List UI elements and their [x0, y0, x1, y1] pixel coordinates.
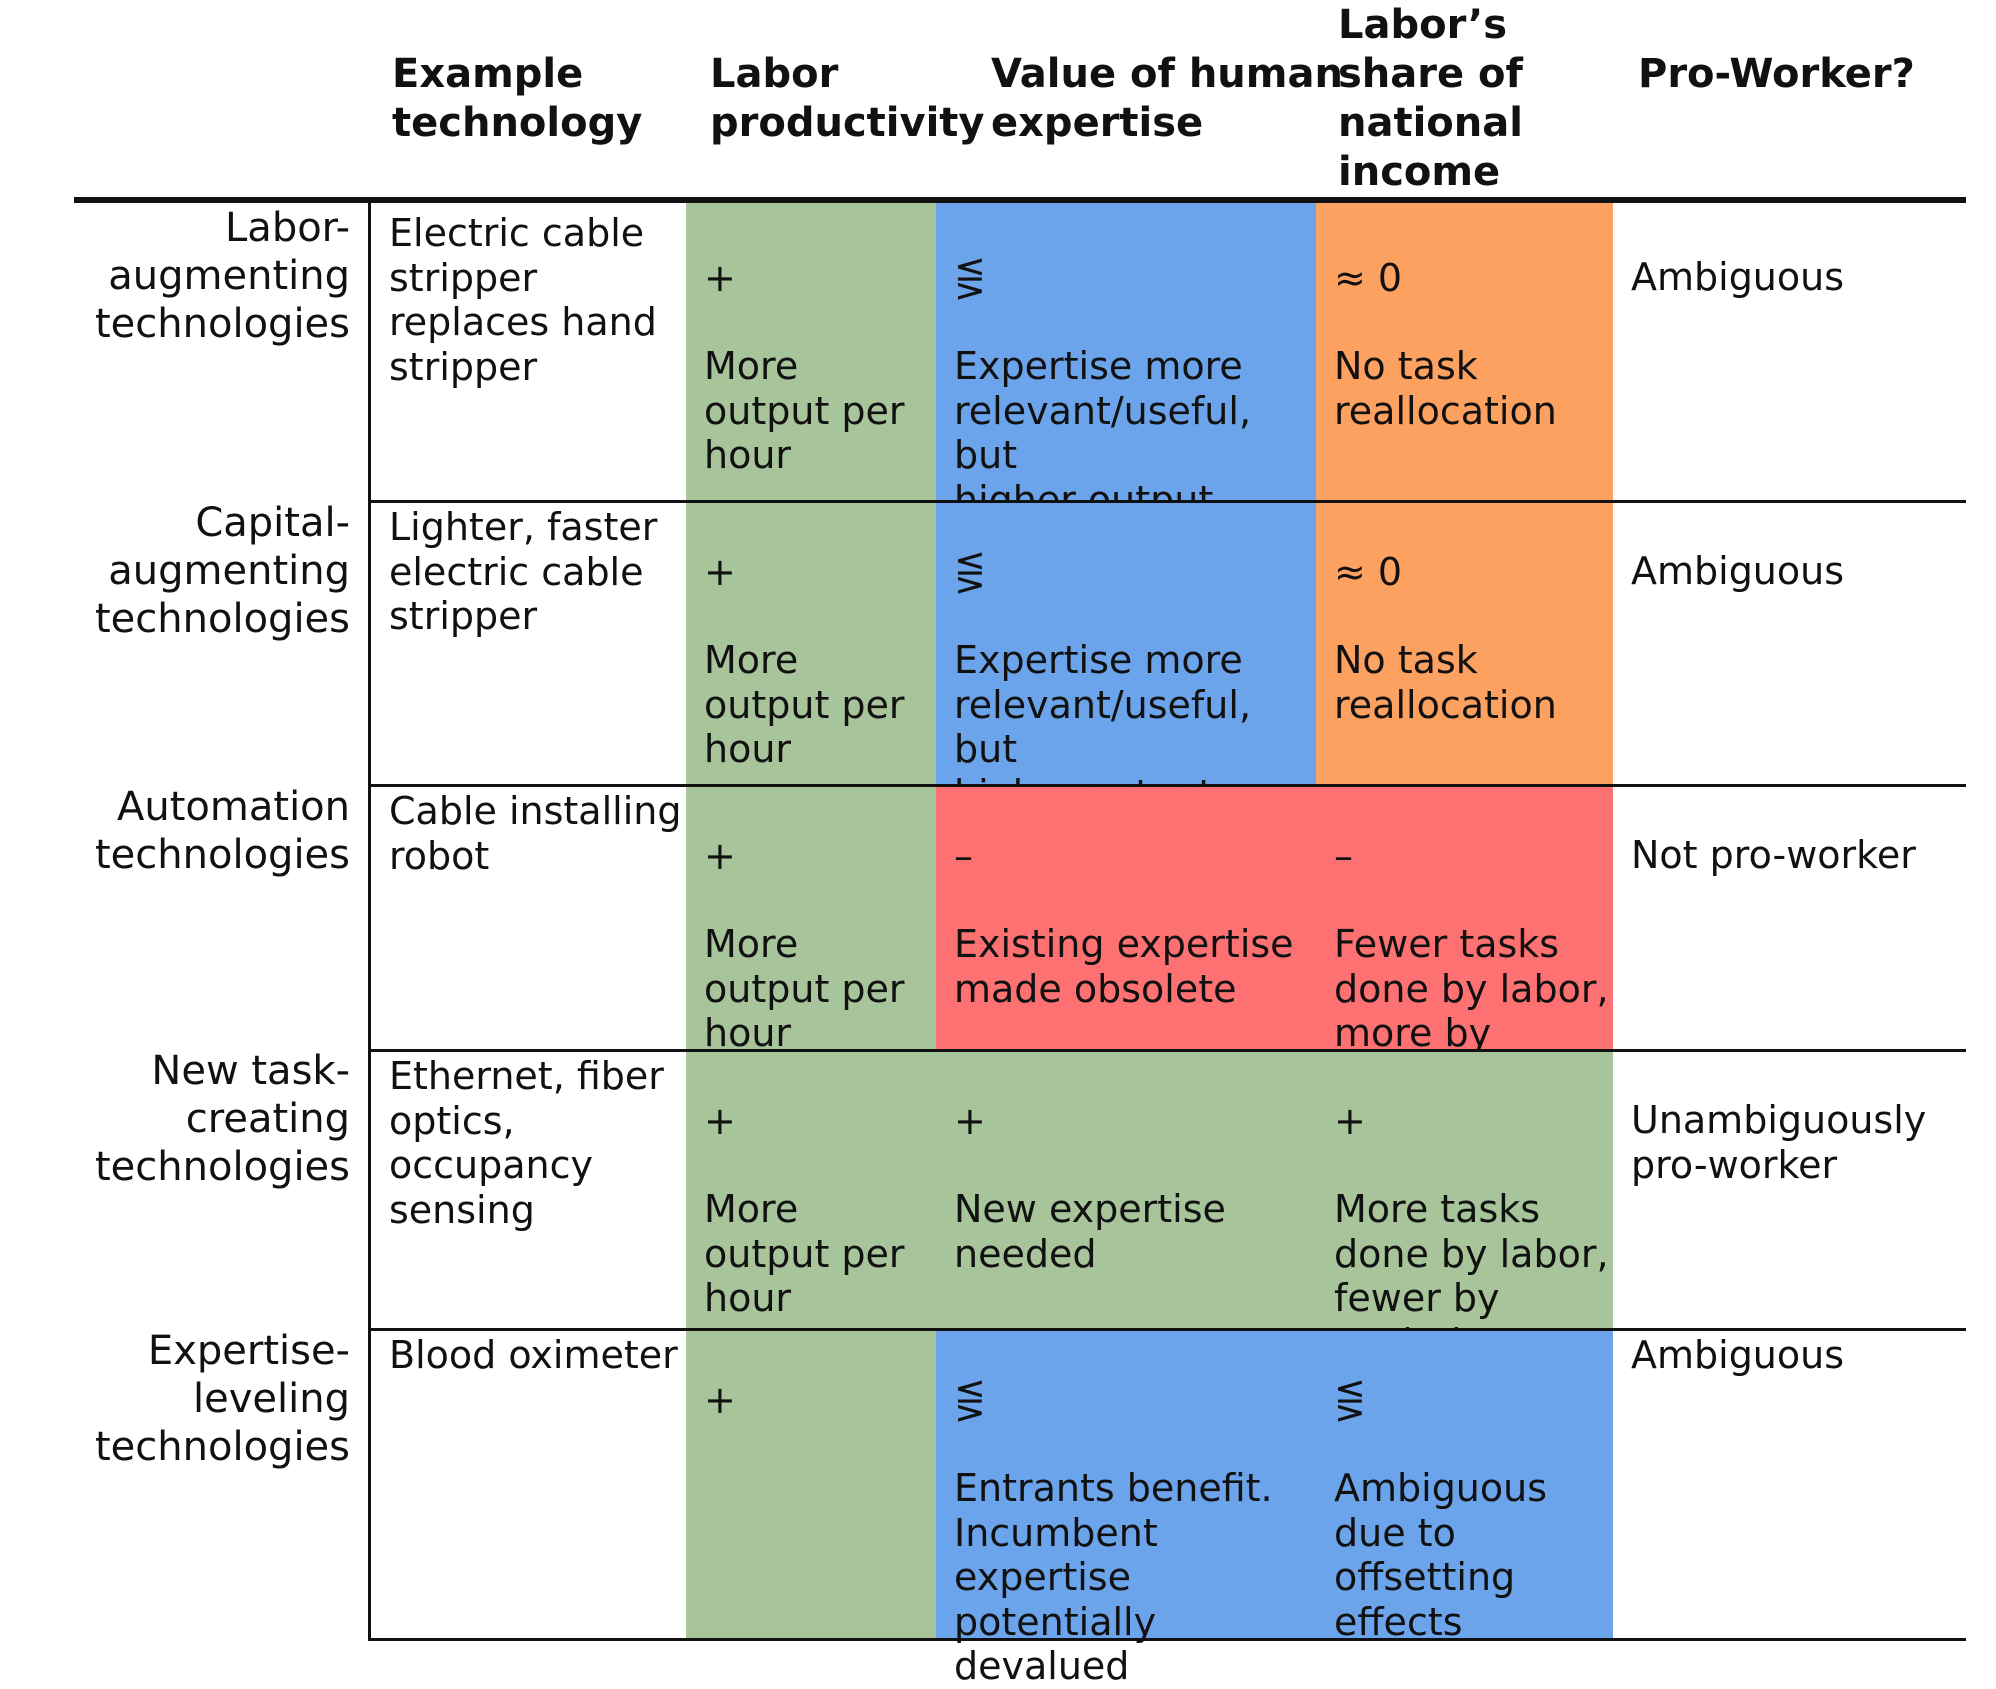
cell-example-technology: Ethernet, fiber optics, occupancy sensin… [389, 1054, 664, 1232]
row-divider [368, 1049, 1966, 1052]
cell-pro-worker: Unambiguously pro-worker [1631, 1098, 1927, 1187]
header-example-technology: Example technology [392, 51, 643, 146]
cell-labor-productivity: + More output per hour [686, 1052, 936, 1328]
effect-symbol: + [704, 549, 736, 594]
effect-description: No task reallocation [1334, 344, 1557, 433]
table-bottom-rule [368, 1638, 1966, 1641]
effect-symbol: ⋚ [954, 255, 986, 300]
header-value-of-human-expertise: Value of human expertise [991, 51, 1343, 146]
cell-labor-productivity: + More output per hour [686, 503, 936, 784]
cell-labor-share: ⋚ Ambiguous due to offsetting effects [1316, 1331, 1613, 1644]
row-divider [368, 500, 1966, 503]
cell-value-of-expertise: ⋚ Expertise more relevant/useful, but hi… [936, 203, 1316, 611]
effect-description: More output per hour [704, 638, 905, 771]
effect-description: New expertise needed [954, 1187, 1226, 1276]
effect-symbol: ⋚ [954, 1377, 986, 1422]
effect-symbol: ⋚ [954, 549, 986, 594]
cell-pro-worker: Ambiguous [1631, 1333, 1845, 1377]
cell-labor-share: + More tasks done by labor, fewer by cap… [1316, 1052, 1613, 1365]
header-labor-productivity: Labor productivity [710, 51, 985, 146]
cell-labor-productivity: + More output per hour [686, 203, 936, 500]
cell-labor-productivity: + More output per hour [686, 787, 936, 1055]
row-label-new-task-creating: New task- creating technologies [95, 1048, 350, 1190]
cell-labor-productivity: + [686, 1331, 936, 1638]
effect-symbol: ≈ 0 [1334, 255, 1403, 300]
cell-example-technology: Lighter, faster electric cable stripper [389, 505, 658, 638]
effect-symbol: + [704, 1377, 736, 1422]
effect-description: No task reallocation [1334, 638, 1557, 727]
effect-description: More output per hour [704, 344, 905, 477]
effect-symbol: + [704, 1098, 736, 1143]
effect-symbol: + [704, 833, 736, 878]
effect-symbol: + [704, 255, 736, 300]
header-labor-share-of-income: Labor’s share of national income [1338, 2, 1523, 195]
cell-value-of-expertise: ⋚ Entrants benefit. Incumbent expertise … [936, 1331, 1316, 1688]
row-divider [368, 1328, 1966, 1331]
cell-value-of-expertise: ⋚ Expertise more relevant/useful, but hi… [936, 503, 1316, 905]
effect-symbol: – [1334, 833, 1353, 878]
header-rule [74, 197, 1966, 203]
cell-value-of-expertise: + New expertise needed [936, 1052, 1316, 1328]
row-label-expertise-leveling: Expertise- leveling technologies [95, 1328, 350, 1470]
effect-description: More output per hour [704, 922, 905, 1055]
cell-example-technology: Electric cable stripper replaces hand st… [389, 211, 657, 389]
effect-symbol: + [954, 1098, 986, 1143]
cell-example-technology: Blood oximeter [389, 1333, 678, 1377]
row-label-automation: Automation technologies [95, 784, 350, 878]
row-divider [368, 784, 1966, 787]
cell-value-of-expertise: – Existing expertise made obsolete [936, 787, 1316, 1049]
effect-description: Entrants benefit. Incumbent expertise po… [954, 1466, 1273, 1688]
row-label-divider [368, 200, 371, 1641]
cell-pro-worker: Not pro-worker [1631, 833, 1916, 877]
effect-symbol: – [954, 833, 973, 878]
row-label-capital-augmenting: Capital- augmenting technologies [95, 500, 350, 642]
cell-pro-worker: Ambiguous [1631, 255, 1845, 299]
cell-pro-worker: Ambiguous [1631, 549, 1845, 593]
effect-symbol: ⋚ [1334, 1377, 1366, 1422]
effect-description: More output per hour [704, 1187, 905, 1320]
cell-labor-share: ≈ 0 No task reallocation [1316, 203, 1613, 500]
header-pro-worker: Pro-Worker? [1638, 51, 1915, 97]
cell-labor-share: ≈ 0 No task reallocation [1316, 503, 1613, 784]
effect-description: Existing expertise made obsolete [954, 922, 1294, 1011]
effect-description: Ambiguous due to offsetting effects [1334, 1466, 1548, 1644]
row-label-labor-augmenting: Labor- augmenting technologies [95, 205, 350, 347]
effect-symbol: ≈ 0 [1334, 549, 1403, 594]
effect-symbol: + [1334, 1098, 1366, 1143]
cell-labor-share: – Fewer tasks done by labor, more by cap… [1316, 787, 1613, 1100]
cell-example-technology: Cable installing robot [389, 789, 682, 878]
